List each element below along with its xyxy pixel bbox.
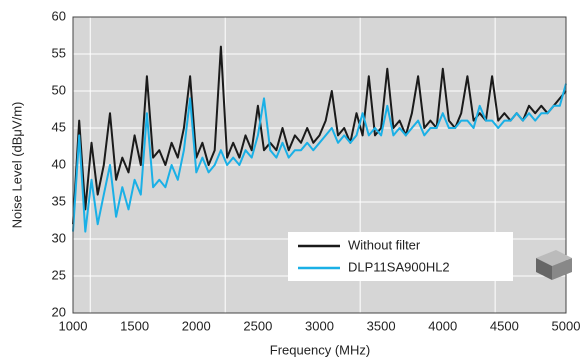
x-tick-label: 5000 [552,318,581,333]
legend-box [288,232,513,281]
y-tick-label: 30 [52,230,66,245]
y-tick-label: 25 [52,267,66,282]
legend-label: Without filter [348,237,421,252]
plot-frame [72,16,567,314]
legend-label: DLP11SA900HL2 [348,259,450,274]
y-tick-label: 20 [52,304,66,319]
x-tick-label: 1000 [59,318,88,333]
x-axis-label: Frequency (MHz) [270,342,370,357]
x-tick-label: 3500 [367,318,396,333]
x-tick-label: 3000 [305,318,334,333]
y-tick-label: 60 [52,8,66,23]
y-tick-label: 50 [52,82,66,97]
x-tick-label: 2000 [182,318,211,333]
y-axis-label: Noise Level (dBμV/m) [9,102,24,229]
y-tick-label: 40 [52,156,66,171]
x-tick-label: 2500 [243,318,272,333]
y-tick-label: 55 [52,45,66,60]
y-tick-label: 45 [52,119,66,134]
legend: Without filter DLP11SA900HL2 [288,232,513,281]
y-tick-label: 35 [52,193,66,208]
x-tick-label: 1500 [120,318,149,333]
x-tick-label: 4000 [428,318,457,333]
lines [72,45,567,233]
x-tick-label: 4500 [490,318,519,333]
chip-icon [536,250,572,280]
series-line [72,83,567,233]
